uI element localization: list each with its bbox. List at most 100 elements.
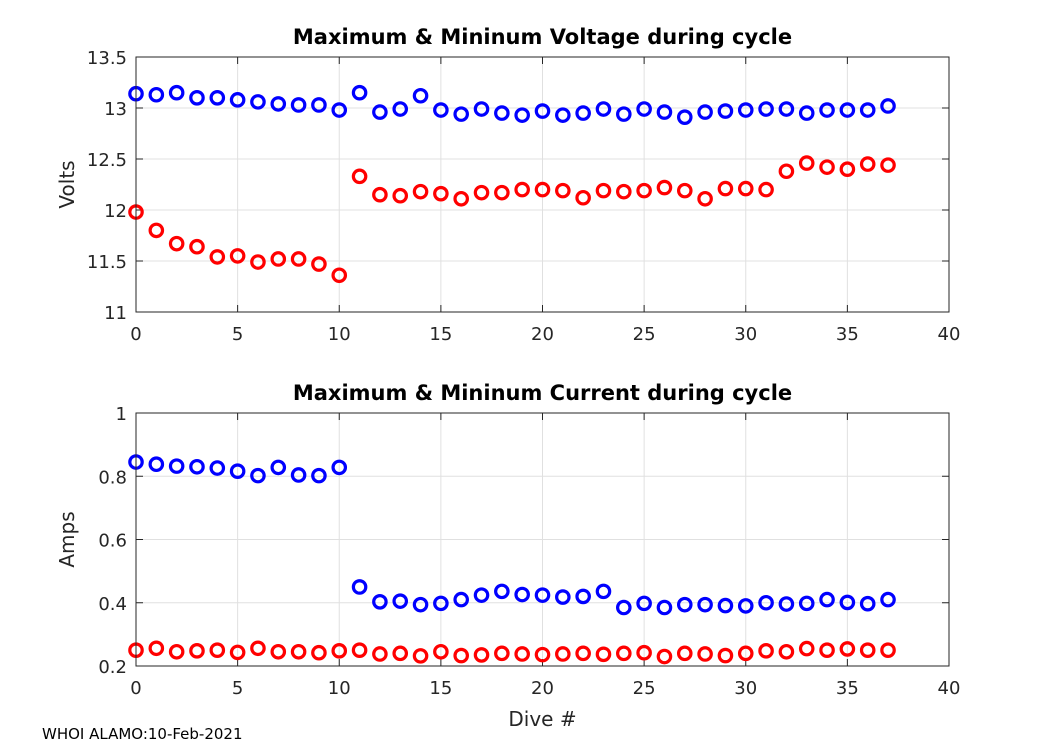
- data-point: [575, 645, 591, 662]
- data-point: [798, 640, 815, 657]
- data-point: [331, 459, 348, 476]
- data-point: [453, 647, 469, 664]
- data-point: [473, 101, 490, 117]
- data-point: [392, 593, 409, 609]
- data-point: [534, 181, 551, 198]
- data-point: [575, 189, 591, 206]
- data-point: [575, 105, 591, 121]
- x-tick-label: 15: [429, 678, 452, 699]
- y-tick-label: 0.6: [98, 531, 127, 552]
- data-point: [311, 467, 327, 484]
- data-point: [758, 181, 774, 198]
- data-point: [494, 583, 510, 600]
- x-tick-label: 5: [232, 324, 243, 345]
- y-axis-label: Volts: [55, 160, 79, 208]
- data-point: [859, 102, 876, 118]
- x-tick-label: 15: [429, 324, 452, 345]
- axes-frame: [135, 412, 950, 667]
- data-point: [697, 190, 713, 207]
- data-point: [473, 587, 490, 603]
- data-point: [859, 595, 876, 612]
- data-point: [819, 591, 835, 608]
- data-point: [636, 595, 652, 612]
- data-point: [433, 185, 449, 202]
- data-point: [880, 642, 896, 658]
- data-point: [433, 643, 449, 660]
- data-point: [290, 643, 307, 660]
- data-point: [859, 156, 876, 172]
- y-tick-label: 0.4: [98, 594, 127, 615]
- data-point: [148, 222, 165, 239]
- data-point: [229, 644, 246, 661]
- data-point: [717, 180, 734, 197]
- axes-frame: [135, 56, 950, 313]
- y-tick-label: 11.5: [87, 252, 127, 273]
- data-point: [737, 102, 754, 118]
- x-tick-label: 40: [938, 678, 961, 699]
- footer-stamp: WHOI ALAMO:10-Feb-2021: [42, 725, 243, 743]
- data-point: [148, 456, 165, 473]
- data-point: [412, 648, 429, 664]
- x-tick-label: 20: [531, 324, 554, 345]
- data-point: [676, 109, 693, 125]
- data-point: [595, 646, 612, 663]
- data-point: [636, 644, 652, 661]
- data-point: [209, 642, 226, 658]
- data-point: [351, 642, 368, 658]
- data-point: [250, 94, 266, 110]
- data-point: [392, 101, 409, 117]
- data-point: [798, 105, 815, 121]
- y-tick-label: 1: [116, 404, 127, 425]
- data-point: [717, 103, 734, 119]
- data-point: [514, 107, 530, 123]
- data-point: [189, 90, 205, 106]
- x-tick-label: 30: [734, 324, 757, 345]
- data-point: [697, 646, 713, 662]
- data-point: [168, 458, 185, 474]
- data-point: [819, 642, 835, 658]
- data-point: [209, 90, 226, 106]
- data-point: [676, 645, 693, 662]
- data-point: [676, 182, 693, 199]
- data-point: [148, 86, 165, 103]
- data-point: [311, 256, 327, 272]
- y-tick-label: 12: [104, 201, 127, 222]
- data-point: [473, 184, 490, 201]
- data-point: [697, 596, 713, 613]
- data-point: [575, 588, 591, 605]
- chart-title: Maximum & Mininum Current during cycle: [293, 381, 792, 405]
- data-point: [859, 642, 876, 658]
- data-point: [433, 595, 449, 612]
- x-tick-label: 20: [531, 678, 554, 699]
- data-point: [555, 646, 571, 662]
- data-point: [494, 184, 510, 201]
- data-point: [168, 643, 185, 660]
- x-tick-label: 10: [328, 678, 351, 699]
- x-tick-label: 5: [232, 678, 243, 699]
- data-point: [250, 467, 266, 484]
- x-tick-label: 0: [130, 324, 141, 345]
- data-point: [270, 96, 287, 112]
- y-tick-label: 13.5: [87, 48, 127, 69]
- data-point: [595, 182, 612, 199]
- data-point: [636, 101, 652, 117]
- series-maximum: [128, 84, 896, 125]
- data-point: [737, 180, 754, 197]
- data-point: [778, 596, 795, 612]
- data-point: [331, 102, 348, 118]
- data-point: [229, 92, 246, 108]
- data-point: [656, 104, 673, 120]
- data-point: [229, 248, 246, 264]
- data-point: [168, 235, 185, 252]
- data-point: [758, 101, 774, 117]
- data-point: [189, 643, 205, 659]
- data-point: [494, 105, 510, 121]
- data-point: [839, 102, 856, 118]
- data-point: [351, 84, 368, 101]
- data-point: [758, 643, 774, 659]
- x-tick-label: 40: [938, 324, 961, 345]
- data-point: [717, 647, 734, 664]
- data-point: [412, 183, 429, 200]
- data-point: [534, 587, 551, 603]
